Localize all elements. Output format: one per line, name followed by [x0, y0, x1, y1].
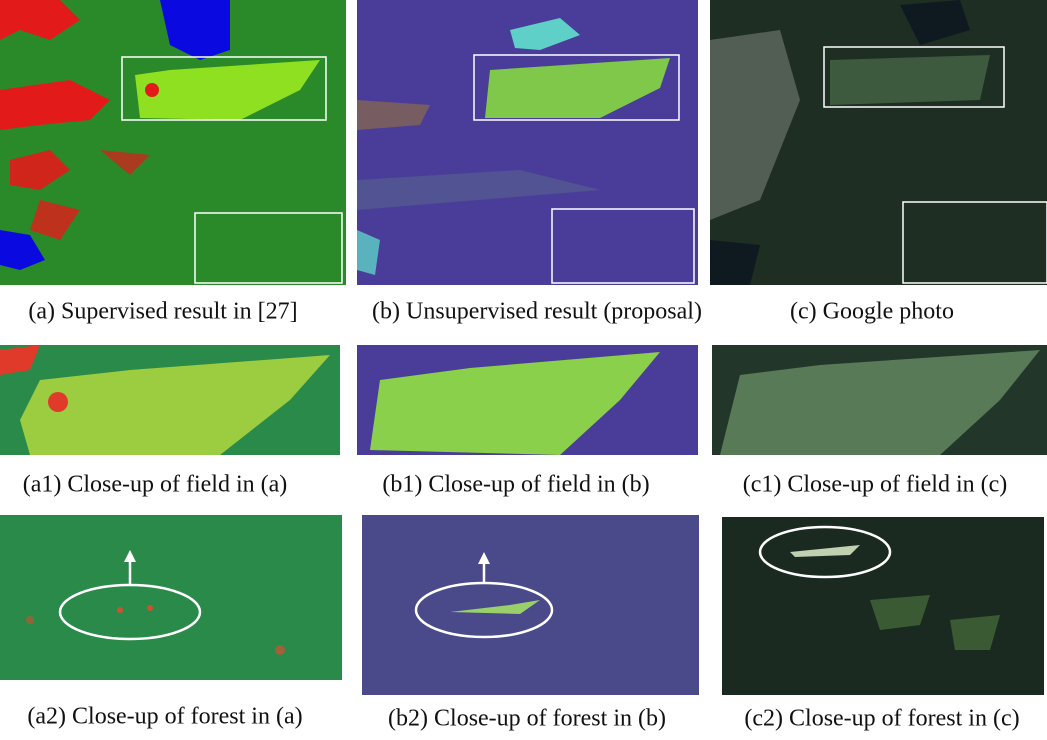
- page: {"captions": [ "(a) Supervised result in…: [0, 0, 1047, 740]
- caption: (a) Supervised result in [27]: [28, 299, 297, 325]
- caption: (c) Google photo: [790, 299, 954, 325]
- figure: (a) Supervised result in [27] (b) Unsupe…: [0, 0, 1047, 740]
- caption: (b) Unsupervised result (proposal): [372, 299, 702, 325]
- image-a1: [0, 345, 340, 455]
- image-b2: [362, 515, 699, 695]
- image-c1: [712, 345, 1047, 455]
- image-c2: [722, 517, 1044, 695]
- caption: (a2) Close-up of forest in (a): [27, 704, 302, 730]
- caption: (c1) Close-up of field in (c): [743, 472, 1008, 498]
- caption: (b1) Close-up of field in (b): [382, 472, 649, 498]
- caption: (a1) Close-up of field in (a): [23, 472, 288, 498]
- caption: (c2) Close-up of forest in (c): [744, 706, 1019, 732]
- image-a: [0, 0, 346, 285]
- image-b: [357, 0, 698, 285]
- image-b1: [357, 345, 698, 455]
- image-c: [710, 0, 1047, 285]
- caption: (b2) Close-up of forest in (b): [388, 706, 666, 732]
- image-a2: [0, 515, 342, 680]
